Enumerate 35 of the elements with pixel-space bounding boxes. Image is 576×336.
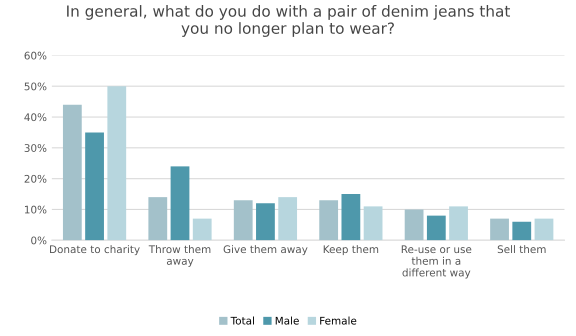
bar bbox=[341, 194, 360, 240]
legend-label: Female bbox=[320, 316, 356, 325]
bar bbox=[256, 203, 275, 240]
bar bbox=[319, 200, 338, 240]
x-tick-label: Throw them away bbox=[148, 245, 210, 267]
bar bbox=[512, 222, 532, 240]
chart-title: In general, what do you do with a pair of denim jeans that you no longer plan to wear? bbox=[67, 5, 510, 37]
bar bbox=[534, 218, 554, 240]
y-tick-label: 60% bbox=[24, 52, 46, 60]
y-tick-label: 20% bbox=[24, 174, 46, 183]
bar bbox=[192, 218, 212, 240]
bar bbox=[148, 197, 168, 240]
bar bbox=[85, 132, 104, 240]
x-tick-label: Re-use or use them in a different way bbox=[402, 245, 472, 279]
bar bbox=[234, 200, 253, 240]
x-tick-label: Keep them bbox=[324, 245, 378, 256]
x-tick-label: Give them away bbox=[224, 245, 308, 256]
y-tick-label: 40% bbox=[24, 113, 46, 122]
bar bbox=[62, 104, 82, 240]
bar bbox=[426, 216, 446, 240]
bar bbox=[404, 209, 424, 240]
y-tick-label: 30% bbox=[24, 144, 46, 152]
bar bbox=[107, 86, 126, 240]
y-tick-label: 0% bbox=[31, 236, 46, 244]
legend-label: Total bbox=[230, 316, 254, 325]
legend-label: Male bbox=[276, 316, 299, 325]
bar bbox=[170, 166, 190, 240]
y-tick-label: 50% bbox=[24, 82, 46, 90]
bar bbox=[449, 206, 468, 240]
bar bbox=[490, 218, 509, 240]
x-tick-label: Donate to charity bbox=[50, 245, 140, 256]
bar bbox=[278, 197, 298, 240]
bar bbox=[364, 206, 382, 240]
x-tick-label: Sell them bbox=[498, 245, 546, 254]
y-tick-label: 10% bbox=[24, 206, 46, 214]
